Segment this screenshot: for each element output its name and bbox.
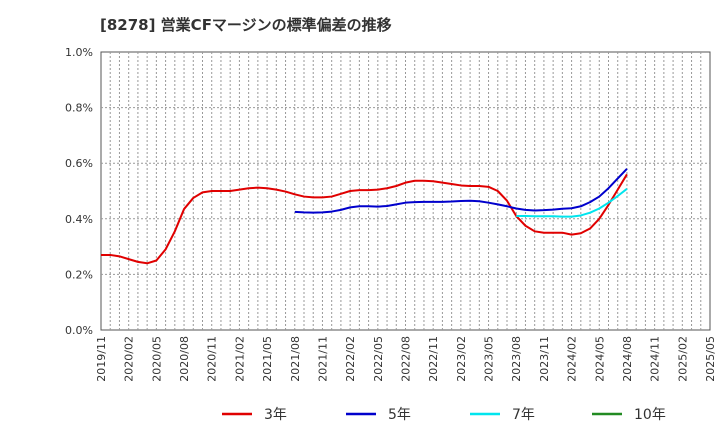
- y-tick-label: 0.6%: [65, 157, 93, 170]
- x-tick-label: 2024/11: [649, 336, 662, 382]
- legend-label-1: 5年: [388, 407, 411, 423]
- x-tick-label: 2020/11: [206, 336, 219, 382]
- x-tick-label: 2022/11: [427, 336, 440, 382]
- x-tick-label: 2023/02: [455, 336, 468, 382]
- legend-label-2: 7年: [512, 407, 535, 423]
- chart-title: [8278] 営業CFマージンの標準偏差の推移: [100, 16, 392, 34]
- x-tick-label: 2025/02: [676, 336, 689, 382]
- x-tick-label: 2020/05: [150, 336, 163, 382]
- x-tick-label: 2022/08: [400, 336, 413, 382]
- y-axis-tick-labels: 0.0% 0.2% 0.4% 0.6% 0.8% 1.0%: [65, 46, 93, 337]
- x-tick-label: 2022/05: [372, 336, 385, 382]
- legend-label-0: 3年: [264, 407, 287, 423]
- x-tick-label: 2025/05: [704, 336, 717, 382]
- x-tick-label: 2021/02: [233, 336, 246, 382]
- y-tick-label: 0.4%: [65, 213, 93, 226]
- x-tick-label: 2024/08: [621, 336, 634, 382]
- y-tick-label: 0.8%: [65, 102, 93, 115]
- x-tick-label: 2020/02: [123, 336, 136, 382]
- x-tick-label: 2022/02: [344, 336, 357, 382]
- series-lines: [101, 168, 628, 265]
- legend: 3年 5年 7年 10年: [222, 407, 666, 423]
- y-tick-label: 0.2%: [65, 268, 93, 281]
- x-tick-label: 2024/05: [593, 336, 606, 382]
- x-tick-label: 2023/05: [483, 336, 496, 382]
- x-tick-label: 2023/08: [510, 336, 523, 382]
- x-tick-label: 2021/05: [261, 336, 274, 382]
- x-tick-label: 2021/11: [316, 336, 329, 382]
- legend-label-3: 10年: [634, 407, 666, 423]
- plot-area: [100, 51, 711, 331]
- x-tick-label: 2021/08: [289, 336, 302, 382]
- y-tick-label: 0.0%: [65, 324, 93, 337]
- x-axis-tick-labels: 2019/11 2020/02 2020/05 2020/08 2020/11 2021/…: [95, 336, 717, 382]
- x-tick-label: 2020/08: [178, 336, 191, 382]
- y-gridlines: [101, 107, 710, 275]
- series-line-0: [101, 173, 628, 265]
- x-tick-label: 2019/11: [95, 336, 108, 382]
- y-tick-label: 1.0%: [65, 46, 93, 59]
- series-line-1: [294, 168, 628, 214]
- x-tick-label: 2023/11: [538, 336, 551, 382]
- x-tick-label: 2024/02: [566, 336, 579, 382]
- series-line-2: [516, 187, 628, 218]
